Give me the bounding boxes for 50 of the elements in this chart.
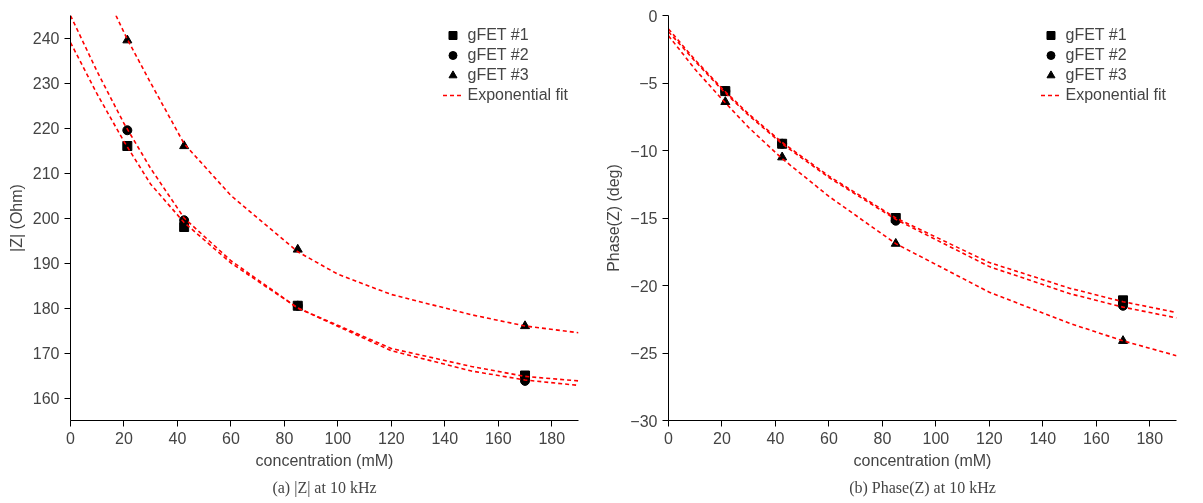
y-tick-label: 170 xyxy=(32,345,60,362)
legend-label: gFET #1 xyxy=(467,26,529,44)
y-tick-label: 210 xyxy=(32,165,60,182)
x-tick-label: 180 xyxy=(1136,429,1164,447)
y-tick-label: 160 xyxy=(32,390,60,407)
x-tick-label: 40 xyxy=(766,429,785,447)
y-tick-label: −25 xyxy=(630,345,658,362)
x-tick-label: 120 xyxy=(377,429,405,447)
y-tick-label: 180 xyxy=(32,300,60,317)
text: (b) Phase(Z) at 10 kHz xyxy=(849,478,996,497)
legend-label: Exponential fit xyxy=(1065,86,1166,104)
y-tick-label: 200 xyxy=(32,210,60,227)
x-tick-label: 20 xyxy=(713,429,731,447)
y-axis-title: Phase(Z) (deg) xyxy=(605,164,623,272)
y-tick-label: 190 xyxy=(32,255,60,272)
x-tick-label: 20 xyxy=(115,429,133,447)
x-tick-label: 80 xyxy=(275,429,294,447)
legend-label: gFET #3 xyxy=(467,66,529,84)
x-tick-label: 120 xyxy=(975,429,1003,447)
text: (a) |Z| at 10 kHz xyxy=(272,478,377,497)
x-tick-label: 100 xyxy=(324,429,352,447)
x-tick-label: 80 xyxy=(873,429,892,447)
x-axis-title: concentration (mM) xyxy=(255,451,394,469)
y-tick-label: −5 xyxy=(639,75,658,92)
x-tick-label: 180 xyxy=(538,429,566,447)
x-tick-label: 100 xyxy=(922,429,950,447)
x-axis-title: concentration (mM) xyxy=(853,451,992,469)
legend-label: gFET #1 xyxy=(1065,26,1127,44)
x-tick-label: 0 xyxy=(66,429,76,447)
x-tick-label: 40 xyxy=(168,429,187,447)
y-tick-label: 240 xyxy=(32,30,60,47)
legend-label: gFET #2 xyxy=(1065,46,1127,64)
x-tick-label: 60 xyxy=(820,429,838,447)
x-tick-label: 60 xyxy=(222,429,240,447)
legend-label: gFET #3 xyxy=(1065,66,1127,84)
legend-label: gFET #2 xyxy=(467,46,529,64)
y-axis-title: |Z| (Ohm) xyxy=(7,184,25,252)
y-tick-label: 220 xyxy=(32,120,60,137)
y-tick-label: 230 xyxy=(32,75,60,92)
x-tick-label: 160 xyxy=(1082,429,1110,447)
y-tick-label: −10 xyxy=(630,142,658,160)
x-tick-label: 0 xyxy=(664,429,674,447)
x-tick-label: 140 xyxy=(1029,429,1057,447)
legend-label: Exponential fit xyxy=(467,86,568,104)
y-tick-label: 0 xyxy=(648,7,658,25)
y-tick-label: −15 xyxy=(630,210,658,227)
y-tick-label: −30 xyxy=(630,412,658,430)
y-tick-label: −20 xyxy=(630,277,658,295)
x-tick-label: 160 xyxy=(484,429,512,447)
x-tick-label: 140 xyxy=(431,429,459,447)
